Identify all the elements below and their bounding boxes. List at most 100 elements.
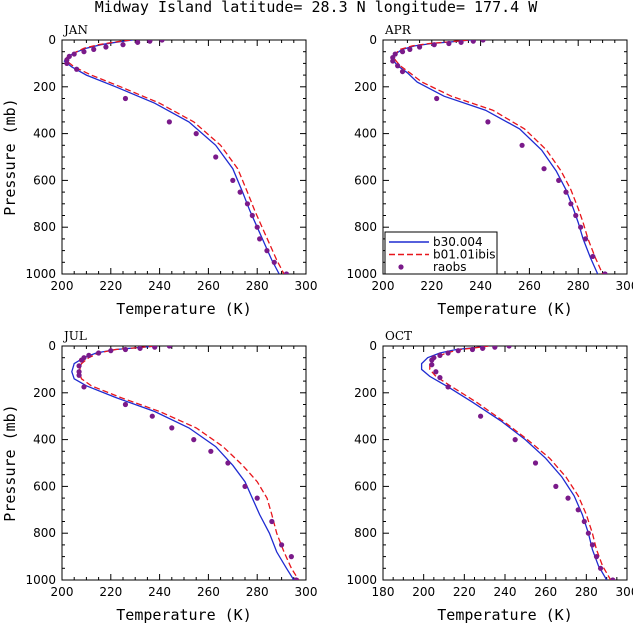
x-tick-label: 200	[51, 279, 74, 293]
x-tick-label: 200	[372, 279, 395, 293]
raobs-point	[166, 119, 172, 125]
raobs-point	[122, 346, 129, 353]
raobs-point	[237, 189, 243, 195]
y-tick-label: 800	[33, 526, 56, 540]
series-line-b01-01ibis	[429, 346, 612, 580]
raobs-point	[446, 40, 452, 47]
raobs-point	[581, 518, 587, 525]
raobs-point	[76, 363, 82, 369]
raobs-point	[469, 346, 476, 353]
raobs-point	[213, 154, 219, 160]
raobs-point	[78, 357, 85, 363]
y-tick-label: 200	[33, 386, 56, 400]
raobs-point	[597, 565, 604, 571]
raobs-point	[433, 369, 439, 375]
raobs-point	[64, 60, 70, 66]
raobs-point	[399, 68, 406, 75]
raobs-point	[575, 507, 581, 513]
raobs-point	[565, 495, 571, 501]
raobs-point	[81, 49, 87, 55]
x-tick-label: 200	[51, 585, 74, 599]
raobs-point	[434, 95, 440, 102]
legend-box	[384, 231, 498, 275]
figure-title: Midway Island latitude= 28.3 N longitude…	[95, 0, 538, 16]
y-tick-label: 600	[33, 173, 56, 187]
series-line-b30-004	[63, 40, 280, 274]
x-tick-label: 280	[575, 585, 598, 599]
raobs-point	[120, 42, 126, 48]
raobs-point	[485, 119, 491, 125]
legend-label: raobs	[433, 260, 467, 274]
legend-marker-raobs	[398, 264, 404, 270]
series-line-b01-01ibis	[66, 40, 285, 274]
x-tick-label: 260	[197, 279, 220, 293]
y-tick-label: 200	[354, 386, 377, 400]
raobs-point	[532, 460, 539, 466]
raobs-point	[470, 40, 476, 44]
raobs-point	[137, 346, 143, 351]
raobs-point	[480, 346, 486, 351]
y-tick-label: 400	[354, 127, 377, 141]
raobs-point	[271, 259, 277, 265]
raobs-point	[437, 352, 443, 358]
y-axis-label: Pressure (mb)	[1, 98, 19, 215]
y-tick-label: 1000	[25, 267, 56, 281]
y-tick-label: 1000	[25, 573, 56, 587]
data-layer	[63, 40, 290, 274]
series-line-b30-004	[420, 346, 608, 580]
panel-label: APR	[384, 23, 412, 37]
plot-frame	[61, 345, 307, 581]
y-tick-label: 600	[354, 479, 377, 493]
x-axis-label: Temperature (K)	[437, 606, 572, 624]
x-tick-label: 200	[412, 585, 435, 599]
raobs-point	[225, 460, 231, 466]
y-tick-label: 1000	[346, 267, 377, 281]
raobs-point	[108, 348, 114, 354]
data-layer	[390, 40, 608, 274]
panel-oct: OCT 180 200 220 240 260 280 300 0 200 400 600 800 100…	[346, 329, 633, 624]
raobs-point	[553, 483, 559, 489]
raobs-point	[480, 40, 486, 43]
raobs-point	[589, 542, 596, 548]
raobs-point	[478, 413, 484, 419]
raobs-point	[103, 44, 109, 50]
y-tick-label: 600	[354, 173, 377, 187]
x-tick-label: 300	[616, 585, 633, 599]
raobs-point	[610, 577, 616, 580]
raobs-point	[279, 542, 285, 548]
raobs-point	[541, 166, 547, 172]
y-tick-label: 200	[33, 80, 56, 94]
panel-label: JAN	[62, 23, 88, 37]
x-tick-label: 280	[246, 585, 269, 599]
raobs-point	[390, 58, 396, 64]
raobs-point	[288, 554, 294, 560]
panel-jan: JAN 200 220 240 260 280 300 0 200 400 600 800 1000 Te…	[1, 23, 317, 318]
raobs-point	[147, 40, 153, 44]
raobs-point	[269, 518, 275, 525]
panel-label: OCT	[385, 329, 412, 343]
raobs-point	[407, 46, 413, 52]
x-tick-label: 180	[372, 585, 395, 599]
y-tick-label: 400	[354, 433, 377, 447]
x-tick-label: 300	[616, 279, 633, 293]
raobs-point	[208, 448, 214, 454]
raobs-point	[506, 346, 512, 349]
raobs-point	[86, 352, 92, 358]
series-line-b30-004	[71, 346, 295, 580]
x-tick-label: 260	[197, 585, 220, 599]
x-tick-label: 220	[420, 279, 443, 293]
raobs-point	[122, 95, 129, 102]
raobs-point	[191, 437, 197, 443]
y-tick-label: 600	[33, 479, 56, 493]
raobs-point	[395, 63, 401, 69]
raobs-point	[159, 40, 165, 43]
data-layer	[420, 346, 616, 580]
raobs-point	[135, 40, 141, 45]
raobs-point	[602, 271, 608, 274]
raobs-point	[96, 350, 102, 356]
raobs-point	[264, 248, 270, 254]
raobs-point	[437, 374, 443, 381]
x-tick-label: 220	[453, 585, 476, 599]
